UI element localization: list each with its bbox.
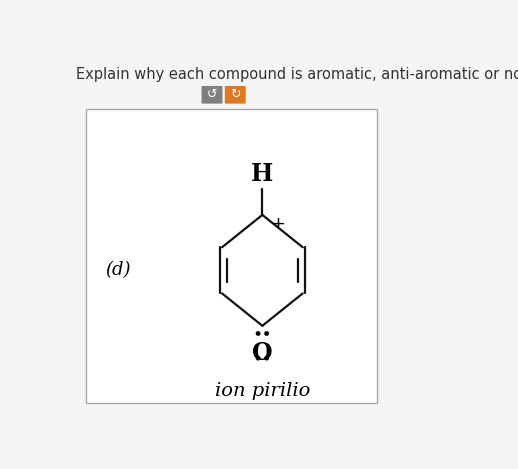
FancyBboxPatch shape [225,86,246,104]
Text: Explain why each compound is aromatic, anti-aromatic or non-aromatic.: Explain why each compound is aromatic, a… [76,67,518,82]
Circle shape [265,356,268,360]
Text: ion pirilio: ion pirilio [214,382,310,400]
Bar [87,109,377,403]
Text: O: O [252,341,272,365]
Text: +: + [270,215,285,233]
Text: (d): (d) [105,261,130,280]
Text: ↻: ↻ [230,88,240,101]
Text: H: H [251,162,274,186]
FancyBboxPatch shape [202,86,222,104]
Circle shape [256,356,260,360]
Circle shape [265,332,268,335]
Circle shape [256,332,260,335]
Text: ↺: ↺ [207,88,217,101]
